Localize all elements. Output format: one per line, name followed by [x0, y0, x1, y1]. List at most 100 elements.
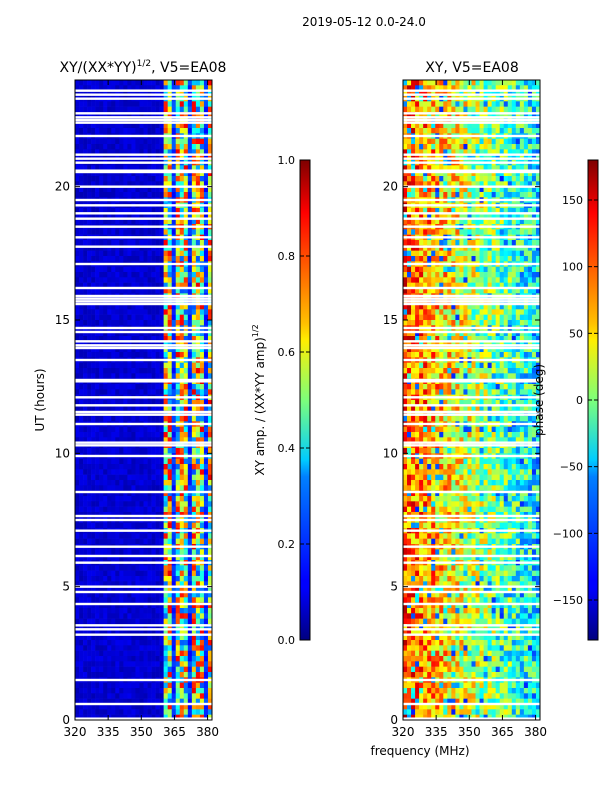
heatmap-cell — [75, 682, 80, 689]
heatmap-cell — [519, 112, 525, 118]
heatmap-cell — [75, 192, 80, 198]
heatmap-cell — [159, 170, 164, 177]
heatmap-cell — [83, 437, 88, 443]
heatmap-cell — [107, 165, 112, 171]
heatmap-cell — [95, 384, 100, 390]
heatmap-cell — [75, 656, 80, 662]
heatmap-cell — [203, 282, 209, 289]
heatmap-cell — [175, 250, 181, 257]
heatmap-cell — [111, 256, 116, 262]
heatmap-cell — [183, 661, 189, 667]
heatmap-cell — [151, 416, 156, 422]
heatmap-cell — [83, 122, 88, 129]
heatmap-cell — [171, 101, 177, 107]
heatmap-cell — [107, 672, 112, 678]
heatmap-cell — [163, 400, 168, 406]
heatmap-cell — [503, 122, 509, 129]
heatmap-cell — [111, 608, 116, 614]
heatmap-cell — [195, 613, 201, 619]
heatmap-cell — [475, 138, 480, 145]
heatmap-cell — [75, 538, 80, 545]
heatmap-cell — [123, 533, 128, 539]
heatmap-cell — [103, 149, 108, 155]
heatmap-cell — [195, 384, 201, 390]
heatmap-cell — [79, 426, 84, 433]
heatmap-cell — [139, 362, 144, 369]
heatmap-cell — [203, 501, 209, 507]
heatmap-cell — [151, 693, 156, 699]
heatmap-cell — [111, 576, 116, 582]
heatmap-cell — [135, 656, 140, 662]
heatmap-cell — [123, 80, 128, 86]
heatmap-cell — [187, 506, 193, 513]
heatmap-cell — [435, 176, 440, 182]
heatmap-cell — [187, 538, 193, 545]
heatmap-cell — [179, 672, 185, 678]
heatmap-cell — [123, 144, 128, 150]
heatmap-cell — [451, 170, 456, 177]
heatmap-cell — [139, 368, 144, 374]
heatmap-cell — [163, 277, 168, 283]
heatmap-cell — [171, 613, 177, 619]
heatmap-cell — [163, 464, 168, 470]
heatmap-cell — [163, 448, 168, 454]
heatmap-cell — [95, 666, 100, 673]
heatmap-cell — [191, 661, 197, 667]
heatmap-cell — [135, 122, 140, 129]
heatmap-cell — [191, 304, 197, 310]
heatmap-cell — [451, 122, 456, 129]
heatmap-cell — [115, 506, 120, 513]
heatmap-cell — [191, 602, 197, 609]
heatmap-cell — [151, 256, 156, 262]
heatmap-cell — [491, 138, 496, 145]
heatmap-cell — [535, 181, 541, 187]
heatmap-cell — [531, 176, 537, 182]
heatmap-cell — [163, 240, 168, 246]
heatmap-cell — [199, 608, 205, 614]
heatmap-cell — [99, 709, 104, 715]
heatmap-cell — [163, 432, 168, 438]
heatmap-cell — [479, 186, 484, 193]
heatmap-cell — [147, 490, 152, 497]
heatmap-cell — [127, 672, 132, 678]
heatmap-cell — [127, 352, 132, 358]
heatmap-cell — [111, 645, 116, 651]
heatmap-cell — [143, 170, 148, 177]
heatmap-cell — [411, 106, 416, 113]
heatmap-cell — [99, 277, 104, 283]
heatmap-cell — [159, 640, 164, 646]
heatmap-cell — [151, 346, 156, 353]
heatmap-cell — [427, 181, 432, 187]
heatmap-cell — [83, 170, 88, 177]
heatmap-cell — [79, 85, 84, 91]
heatmap-cell — [83, 490, 88, 497]
heatmap-cell — [183, 314, 189, 321]
heatmap-cell — [151, 138, 156, 145]
heatmap-cell — [191, 538, 197, 545]
heatmap-cell — [83, 309, 88, 315]
heatmap-cell — [143, 709, 148, 715]
heatmap-cell — [123, 613, 128, 619]
heatmap-cell — [407, 149, 412, 155]
heatmap-cell — [107, 682, 112, 689]
heatmap-cell — [99, 490, 104, 497]
heatmap-cell — [103, 464, 108, 470]
heatmap-cell — [91, 112, 96, 118]
heatmap-cell — [187, 368, 193, 374]
heatmap-cell — [135, 650, 140, 657]
heatmap-cell — [79, 602, 84, 609]
heatmap-cell — [123, 688, 128, 694]
heatmap-cell — [135, 693, 140, 699]
heatmap-cell — [91, 272, 96, 278]
heatmap-cell — [207, 416, 213, 422]
heatmap-cell — [191, 709, 197, 715]
heatmap-cell — [199, 330, 205, 337]
heatmap-cell — [451, 165, 456, 171]
heatmap-cell — [459, 186, 464, 193]
heatmap-cell — [171, 570, 177, 577]
heatmap-cell — [475, 112, 480, 118]
heatmap-cell — [95, 469, 100, 475]
heatmap-cell — [107, 533, 112, 539]
heatmap-cell — [183, 277, 189, 283]
heatmap-cell — [159, 192, 164, 198]
